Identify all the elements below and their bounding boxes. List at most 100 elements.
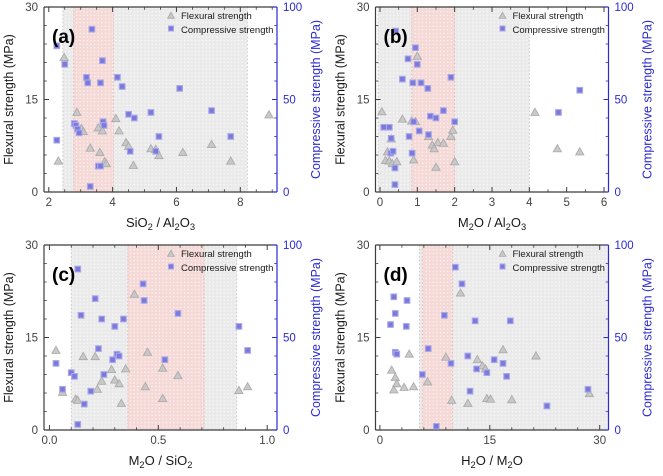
y-axis-label-right: Compressive strength (MPa) [641, 20, 655, 179]
data-point-compressive [115, 352, 123, 360]
data-point-flexural [531, 350, 541, 360]
legend: Flexural strength Compressive strength [498, 249, 605, 274]
data-point-compressive [235, 323, 243, 330]
data-point-flexural [154, 150, 164, 160]
data-point-compressive [409, 79, 417, 87]
legend-compressive-marker [168, 25, 174, 32]
data-point-compressive [77, 311, 85, 319]
data-point-compressive [412, 44, 419, 52]
y-axis-label-left: Flexural strength (MPa) [2, 34, 16, 165]
data-point-compressive [391, 310, 399, 317]
data-point-flexural [114, 125, 124, 135]
data-point-flexural [431, 162, 441, 171]
data-point-flexural [485, 394, 496, 403]
data-point-flexural [72, 395, 83, 404]
data-point-compressive [86, 183, 94, 190]
data-point-flexural [53, 156, 64, 165]
data-point-flexural [94, 147, 105, 156]
panel-label: (a) [52, 27, 75, 48]
data-point-compressive [424, 85, 432, 92]
data-point-flexural [390, 372, 401, 382]
data-point-compressive [227, 133, 235, 140]
y-axis-label-right: Compressive strength (MPa) [309, 20, 323, 179]
data-point-compressive [555, 109, 562, 116]
data-point-compressive [543, 402, 551, 410]
data-point-flexural [449, 156, 460, 166]
data-point-compressive [208, 107, 215, 114]
data-point-flexural [574, 146, 585, 156]
data-point-flexural [408, 154, 419, 164]
y-right-tick-label: 50 [615, 95, 628, 107]
data-point-compressive [99, 57, 106, 64]
data-point-compressive [490, 356, 498, 364]
y-left-tick-label: 0 [363, 425, 369, 437]
legend-flexural-marker [498, 11, 507, 19]
data-point-flexural [106, 364, 117, 374]
y-right-tick-label: 50 [283, 333, 296, 345]
data-point-compressive [399, 75, 406, 83]
data-point-compressive [392, 27, 400, 35]
x-axis-label: H2O / M2O [461, 453, 523, 470]
data-point-flexural [157, 363, 168, 372]
data-point-flexural [408, 381, 419, 391]
data-point-compressive [53, 136, 61, 144]
data-point-flexural [462, 398, 473, 407]
data-point-flexural [101, 158, 112, 168]
data-point-flexural [242, 381, 253, 391]
data-point-compressive [471, 317, 479, 325]
data-point-compressive [140, 297, 148, 304]
data-point-compressive [84, 79, 92, 87]
data-point-flexural [264, 109, 274, 119]
data-point-flexural [391, 378, 402, 388]
data-point-flexural [225, 156, 236, 165]
data-point-compressive [244, 347, 251, 354]
legend-flexural-label: Flexural strength [181, 249, 252, 260]
data-point-compressive [114, 73, 121, 81]
data-point-compressive [432, 422, 440, 430]
data-point-compressive [391, 164, 399, 172]
data-point-compressive [441, 311, 448, 319]
data-point-compressive [380, 123, 388, 131]
x-tick-label: 6 [173, 197, 179, 209]
data-point-compressive [161, 356, 169, 364]
legend: Flexural strength Compressive strength [166, 11, 273, 36]
data-point-flexural [388, 384, 399, 394]
data-point-flexural [472, 354, 483, 364]
y-axis-label-right: Compressive strength (MPa) [641, 258, 655, 417]
data-point-compressive [447, 73, 455, 81]
data-point-flexural [97, 125, 108, 135]
x-tick-label: 6 [601, 197, 607, 209]
data-point-compressive [75, 129, 83, 137]
data-point-compressive [425, 131, 432, 139]
y-axis-label-left: Flexural strength (MPa) [2, 272, 16, 403]
data-point-flexural [120, 363, 131, 373]
data-point-compressive [499, 360, 507, 367]
data-point-flexural [498, 344, 508, 354]
panel-label: (d) [384, 265, 408, 286]
panel-a: 2 4 6 8 0 15 30 0 50 100 (a) Flexural strength Compr… [0, 0, 331, 238]
data-point-compressive [417, 79, 425, 87]
data-point-compressive [483, 369, 491, 377]
data-point-flexural [110, 113, 121, 123]
x-tick-label: 3 [489, 197, 495, 209]
data-point-flexural [142, 347, 153, 356]
x-tick-label: 5 [563, 197, 569, 209]
data-point-flexural [78, 351, 89, 361]
y-right-tick-label: 0 [615, 187, 621, 199]
data-point-flexural [85, 143, 96, 152]
panel-label: (b) [384, 27, 408, 48]
data-point-compressive [427, 112, 434, 120]
data-point-flexural [92, 384, 103, 393]
legend-flexural-marker [166, 11, 176, 19]
data-point-compressive [447, 360, 455, 367]
data-point-compressive [413, 60, 421, 68]
data-point-flexural [140, 381, 151, 391]
data-point-compressive [120, 315, 127, 323]
data-point-flexural [59, 52, 69, 62]
data-point-flexural [234, 385, 244, 394]
data-point-compressive [466, 387, 474, 395]
data-point-compressive [387, 135, 395, 142]
data-point-compressive [390, 293, 398, 301]
